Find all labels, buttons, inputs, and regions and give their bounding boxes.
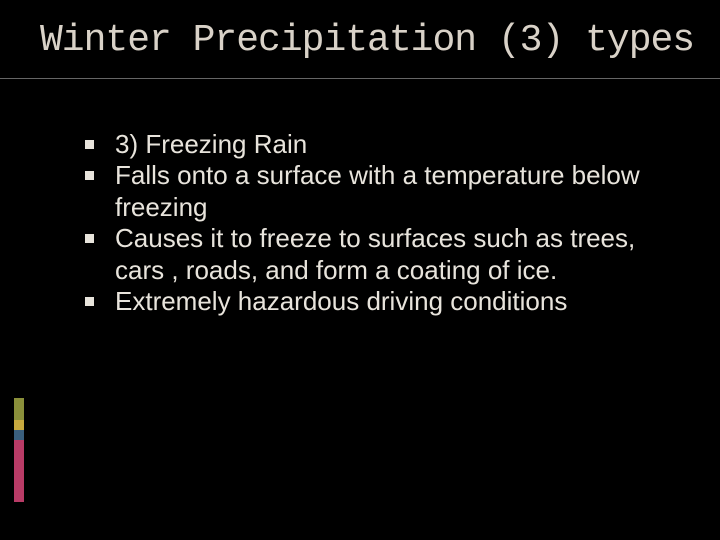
title-accent-mark (14, 22, 24, 66)
title-underline (0, 78, 720, 79)
bullet-item: Causes it to freeze to surfaces such as … (85, 222, 670, 287)
bullet-item: Extremely hazardous driving conditions (85, 285, 670, 318)
slide-title: Winter Precipitation (3) types (40, 20, 700, 62)
bullet-list: 3) Freezing Rain Falls onto a surface wi… (85, 128, 670, 317)
bullet-item: Falls onto a surface with a temperature … (85, 159, 670, 224)
accent-bar-green (14, 398, 24, 420)
accent-bar-blue (14, 430, 24, 440)
accent-bar-red (14, 440, 24, 502)
bullet-item: 3) Freezing Rain (85, 128, 670, 161)
accent-bar-yellow (14, 420, 24, 430)
slide-body: 3) Freezing Rain Falls onto a surface wi… (85, 128, 670, 315)
slide: Winter Precipitation (3) types 3) Freezi… (0, 0, 720, 540)
